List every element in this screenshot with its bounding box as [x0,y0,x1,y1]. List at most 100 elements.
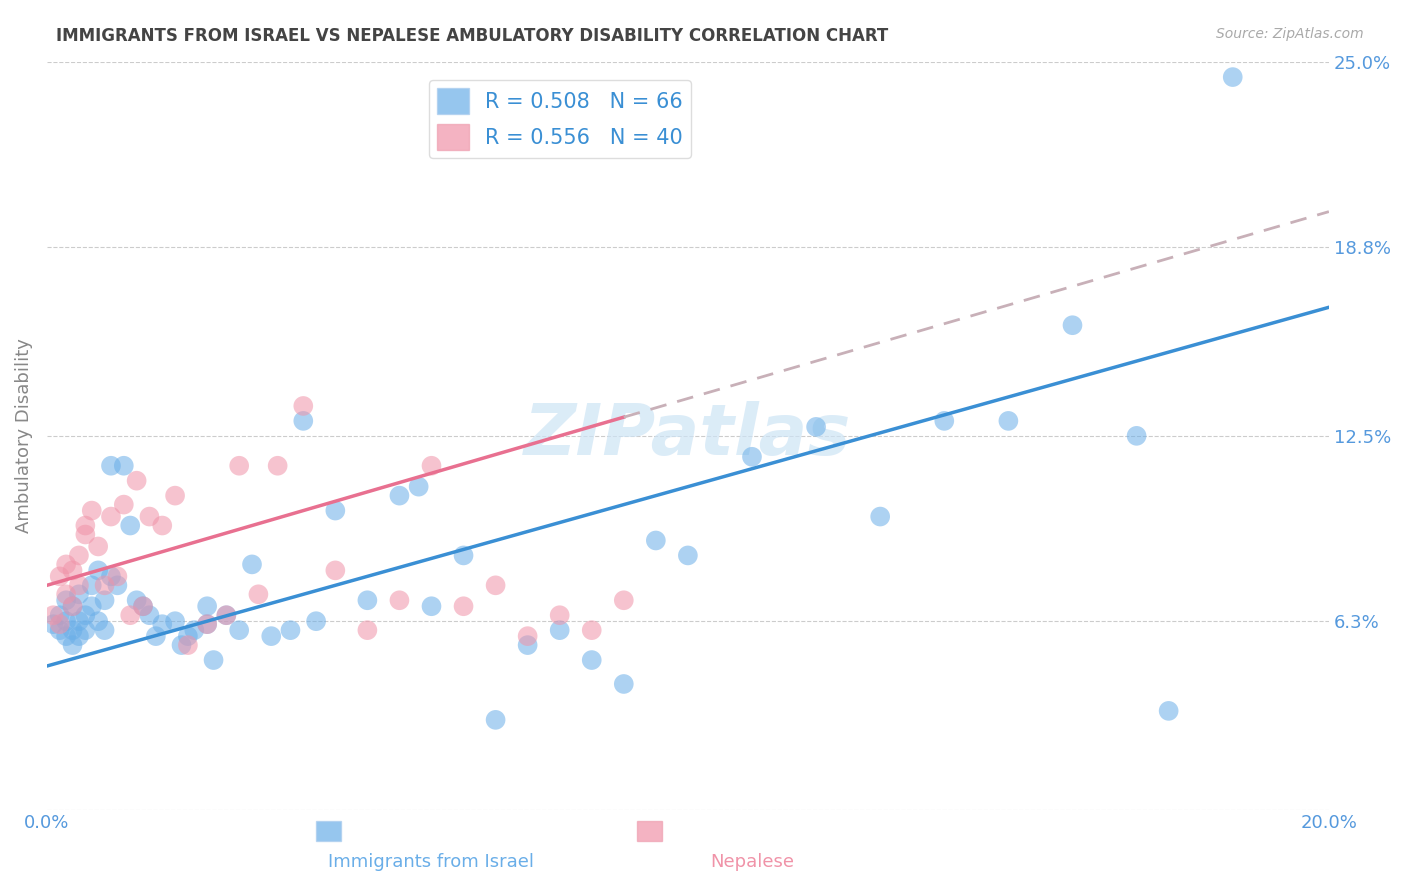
Y-axis label: Ambulatory Disability: Ambulatory Disability [15,338,32,533]
Immigrants from Israel [80,599,103,614]
Immigrants from Israel [408,480,430,494]
Immigrants from Israel [195,599,218,614]
Nepalese [100,509,122,524]
Immigrants from Israel [934,414,956,428]
Nepalese [484,578,506,592]
Text: Nepalese: Nepalese [710,853,794,871]
Immigrants from Israel [280,623,302,637]
Immigrants from Israel [132,599,155,614]
Text: Source: ZipAtlas.com: Source: ZipAtlas.com [1216,27,1364,41]
Nepalese [105,569,128,583]
Immigrants from Israel [484,713,506,727]
Immigrants from Israel [516,638,538,652]
Immigrants from Israel [644,533,666,548]
Immigrants from Israel [112,458,135,473]
Immigrants from Israel [453,549,475,563]
Nepalese [132,599,155,614]
Nepalese [420,458,443,473]
Immigrants from Israel [356,593,378,607]
Nepalese [55,587,77,601]
Immigrants from Israel [87,563,110,577]
Immigrants from Israel [48,623,70,637]
Nepalese [48,569,70,583]
Immigrants from Israel [42,617,65,632]
Immigrants from Israel [548,623,571,637]
Nepalese [80,503,103,517]
Immigrants from Israel [676,549,699,563]
Immigrants from Israel [62,638,84,652]
Nepalese [195,617,218,632]
Immigrants from Israel [260,629,283,643]
Nepalese [138,509,160,524]
Immigrants from Israel [183,623,205,637]
Nepalese [48,617,70,632]
Immigrants from Israel [177,629,200,643]
Immigrants from Israel [80,578,103,592]
Nepalese [150,518,173,533]
Immigrants from Israel [997,414,1019,428]
Immigrants from Israel [55,614,77,628]
Immigrants from Israel [67,587,90,601]
Immigrants from Israel [75,623,97,637]
Nepalese [215,608,238,623]
Immigrants from Israel [55,593,77,607]
Immigrants from Israel [804,420,827,434]
Immigrants from Israel [145,629,167,643]
Nepalese [75,527,97,541]
Nepalese [247,587,270,601]
Nepalese [613,593,636,607]
Nepalese [356,623,378,637]
Immigrants from Israel [613,677,636,691]
Immigrants from Israel [325,503,347,517]
Immigrants from Israel [62,623,84,637]
Immigrants from Israel [195,617,218,632]
Nepalese [112,498,135,512]
Nepalese [62,599,84,614]
Nepalese [177,638,200,652]
Immigrants from Israel [215,608,238,623]
Immigrants from Israel [420,599,443,614]
Nepalese [165,489,187,503]
Nepalese [548,608,571,623]
Nepalese [93,578,115,592]
Immigrants from Israel [228,623,250,637]
Immigrants from Israel [1222,70,1244,84]
Immigrants from Israel [67,629,90,643]
Nepalese [42,608,65,623]
Nepalese [325,563,347,577]
Nepalese [266,458,288,473]
Immigrants from Israel [1062,318,1084,333]
Immigrants from Israel [388,489,411,503]
Nepalese [87,540,110,554]
Immigrants from Israel [165,614,187,628]
Nepalese [516,629,538,643]
Nepalese [120,608,142,623]
Immigrants from Israel [87,614,110,628]
Nepalese [453,599,475,614]
Immigrants from Israel [202,653,225,667]
Immigrants from Israel [150,617,173,632]
Immigrants from Israel [240,558,263,572]
Nepalese [67,549,90,563]
Legend: R = 0.508   N = 66, R = 0.556   N = 40: R = 0.508 N = 66, R = 0.556 N = 40 [429,80,692,158]
Immigrants from Israel [125,593,148,607]
Nepalese [292,399,315,413]
Immigrants from Israel [67,614,90,628]
Immigrants from Israel [75,608,97,623]
Nepalese [388,593,411,607]
Immigrants from Israel [55,629,77,643]
Nepalese [228,458,250,473]
Immigrants from Israel [741,450,763,464]
Immigrants from Israel [138,608,160,623]
Immigrants from Israel [93,593,115,607]
Nepalese [125,474,148,488]
Nepalese [62,563,84,577]
Immigrants from Israel [62,599,84,614]
Immigrants from Israel [170,638,193,652]
Immigrants from Israel [48,608,70,623]
Immigrants from Israel [305,614,328,628]
Immigrants from Israel [120,518,142,533]
Immigrants from Israel [100,569,122,583]
Immigrants from Israel [581,653,603,667]
Immigrants from Israel [292,414,315,428]
